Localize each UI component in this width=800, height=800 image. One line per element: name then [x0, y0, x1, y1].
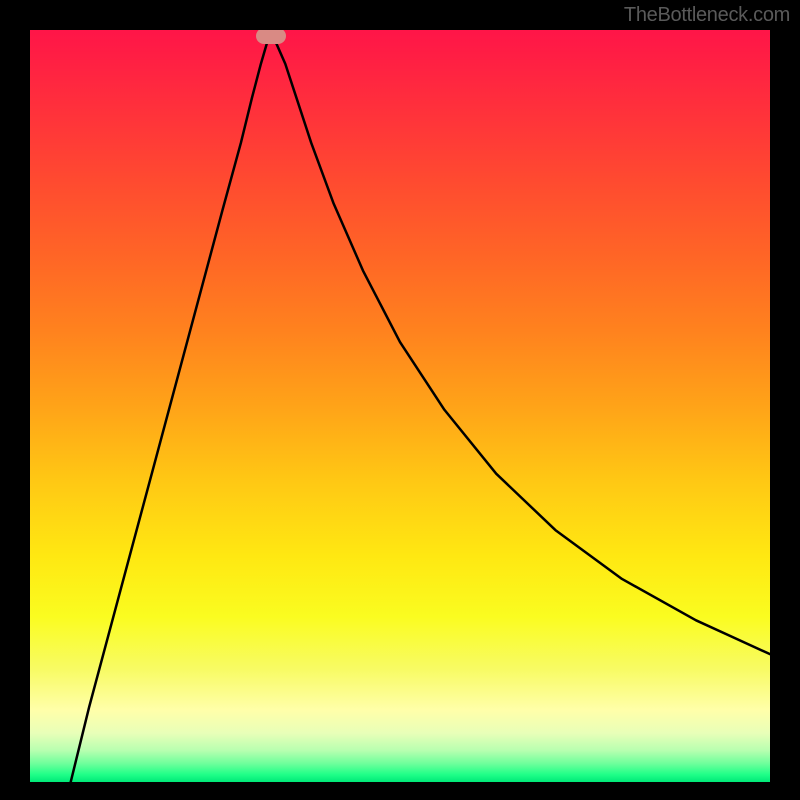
minimum-marker [256, 30, 286, 44]
plot-area [30, 30, 770, 782]
bottleneck-curve [30, 30, 770, 782]
watermark-text: TheBottleneck.com [624, 4, 790, 27]
